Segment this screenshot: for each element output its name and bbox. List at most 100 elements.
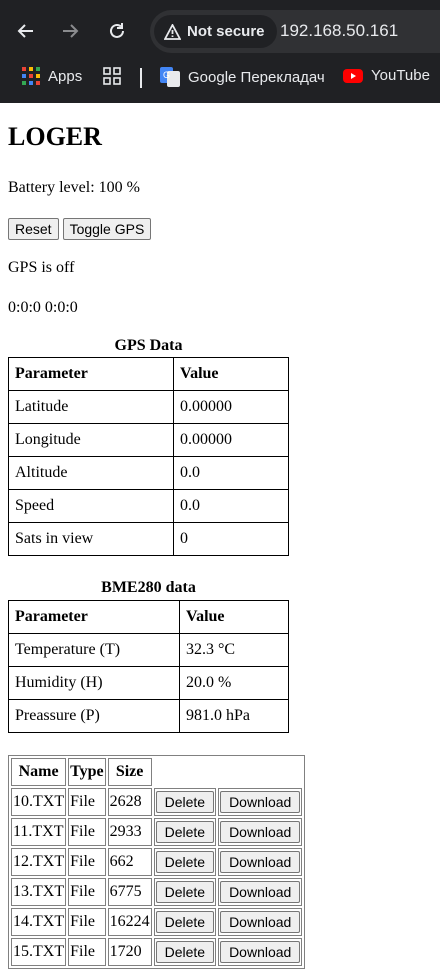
table-row: Preassure (P) 981.0 hPa (8, 699, 289, 733)
file-row: 12.TXT File 662 Delete Download (11, 848, 303, 876)
toggle-gps-button[interactable]: Toggle GPS (62, 218, 152, 240)
page-title: LOGER (8, 122, 102, 151)
file-row: 14.TXT File 16224 Delete Download (11, 908, 303, 936)
delete-cell: Delete (153, 788, 217, 816)
delete-cell: Delete (153, 848, 217, 876)
value-cell: 0.0 (173, 489, 289, 523)
delete-button[interactable]: Delete (155, 941, 215, 963)
reset-button[interactable]: Reset (8, 218, 59, 240)
file-name: 11.TXT (11, 818, 67, 846)
value-cell: 0.00000 (173, 423, 289, 457)
column-header: Parameter (8, 357, 174, 391)
address-bar[interactable]: Not secure 192.168.50.161 (150, 10, 440, 53)
bookmark-google-translate[interactable]: G Google Перекладач (160, 67, 325, 87)
file-type: File (68, 908, 106, 936)
download-cell: Download (218, 788, 303, 816)
table-header-row: Name Type Size (11, 758, 302, 786)
google-translate-icon: G (160, 67, 180, 87)
file-size: 2628 (107, 788, 152, 816)
file-size: 6775 (107, 878, 152, 906)
file-row: 15.TXT File 1720 Delete Download (11, 938, 303, 966)
value-cell: 20.0 % (179, 666, 289, 700)
download-cell: Download (218, 818, 303, 846)
param-cell: Sats in view (8, 522, 174, 556)
warning-icon (164, 23, 181, 40)
svg-text:G: G (163, 70, 170, 80)
column-header: Value (179, 600, 289, 634)
download-button[interactable]: Download (220, 941, 301, 963)
column-header: Value (173, 357, 289, 391)
file-name: 13.TXT (11, 878, 67, 906)
param-cell: Temperature (T) (8, 633, 180, 667)
bookmark-label: YouTube (371, 67, 430, 84)
value-cell: 32.3 °C (179, 633, 289, 667)
grid-icon (103, 67, 121, 85)
control-buttons: Reset Toggle GPS (8, 218, 152, 240)
apps-grid-icon (22, 67, 40, 85)
delete-button[interactable]: Delete (155, 821, 215, 843)
arrow-left-icon (17, 24, 33, 38)
arrow-right-icon (63, 24, 79, 38)
table-row: Sats in view 0 (8, 522, 289, 556)
file-row: 13.TXT File 6775 Delete Download (11, 878, 303, 906)
delete-cell: Delete (153, 878, 217, 906)
bookmark-youtube[interactable]: YouTube (343, 67, 430, 84)
table-row: Altitude 0.0 (8, 456, 289, 490)
file-type: File (68, 848, 106, 876)
delete-button[interactable]: Delete (155, 881, 215, 903)
youtube-icon (343, 68, 363, 83)
file-type: File (68, 878, 106, 906)
file-size: 662 (107, 848, 152, 876)
delete-cell: Delete (153, 818, 217, 846)
reload-icon (110, 23, 124, 38)
file-size: 2933 (107, 818, 152, 846)
param-cell: Preassure (P) (8, 699, 180, 733)
table-row: Temperature (T) 32.3 °C (8, 633, 289, 667)
download-button[interactable]: Download (220, 851, 301, 873)
value-cell: 0.0 (173, 456, 289, 490)
table-row: Latitude 0.00000 (8, 390, 289, 424)
bookmark-label: Apps (48, 67, 83, 85)
url-text[interactable]: 192.168.50.161 (280, 21, 399, 40)
file-name: 10.TXT (11, 788, 67, 816)
param-cell: Humidity (H) (8, 666, 180, 700)
file-type: File (68, 788, 106, 816)
reload-button[interactable] (97, 11, 137, 51)
gps-table: Parameter Value Latitude 0.00000 Longitud… (8, 357, 289, 556)
bookmark-label: Google Перекладач (188, 68, 325, 86)
download-button[interactable]: Download (220, 911, 301, 933)
download-cell: Download (218, 848, 303, 876)
delete-button[interactable]: Delete (155, 791, 215, 813)
forward-button[interactable] (50, 11, 90, 51)
back-button[interactable] (6, 11, 46, 51)
download-cell: Download (218, 938, 303, 966)
table-row: Humidity (H) 20.0 % (8, 666, 289, 700)
tab-groups-button[interactable] (103, 67, 121, 85)
delete-button[interactable]: Delete (155, 911, 215, 933)
delete-button[interactable]: Delete (155, 851, 215, 873)
value-cell: 981.0 hPa (179, 699, 289, 733)
download-cell: Download (218, 878, 303, 906)
security-label: Not secure (187, 23, 265, 40)
download-button[interactable]: Download (220, 791, 301, 813)
download-button[interactable]: Download (220, 881, 301, 903)
column-header: Type (68, 758, 106, 786)
file-name: 14.TXT (11, 908, 67, 936)
delete-cell: Delete (153, 908, 217, 936)
security-chip[interactable]: Not secure (154, 15, 277, 48)
value-cell: 0 (173, 522, 289, 556)
bookmark-apps[interactable]: Apps (22, 67, 82, 85)
files-table: Name Type Size 10.TXT File 2628 Delete D… (8, 755, 306, 969)
gps-status: GPS is off (8, 259, 75, 276)
file-name: 12.TXT (11, 848, 67, 876)
download-button[interactable]: Download (220, 821, 301, 843)
table-header-row: Parameter Value (8, 357, 289, 391)
param-cell: Altitude (8, 456, 174, 490)
column-header: Name (11, 758, 67, 786)
column-header: Size (107, 758, 152, 786)
param-cell: Latitude (8, 390, 174, 424)
table-header-row: Parameter Value (8, 600, 289, 634)
table-row: Speed 0.0 (8, 489, 289, 523)
bookmark-separator (140, 68, 142, 88)
browser-chrome: Not secure 192.168.50.161 Apps G Google … (0, 0, 440, 103)
